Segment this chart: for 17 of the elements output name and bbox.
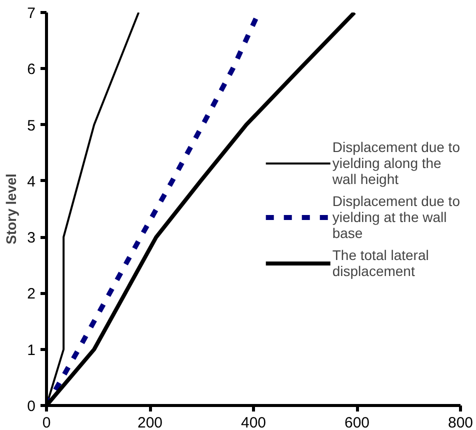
x-tick-label: 200 bbox=[137, 414, 163, 430]
y-tick-label: 6 bbox=[27, 61, 36, 78]
y-tick-label: 0 bbox=[27, 398, 36, 415]
y-tick-label: 4 bbox=[27, 173, 36, 190]
y-tick-label: 3 bbox=[27, 230, 36, 247]
legend-label: The total lateral displacement bbox=[332, 246, 429, 278]
y-tick-label: 1 bbox=[27, 342, 36, 359]
legend-label: Displacement due to yielding along the wall height bbox=[332, 138, 460, 186]
legend-label: Displacement due to yielding at the wall base bbox=[332, 192, 460, 240]
x-tick-label: 800 bbox=[448, 414, 474, 430]
y-axis-title: Story level bbox=[3, 174, 20, 244]
y-tick-label: 2 bbox=[27, 286, 36, 303]
y-tick-label: 7 bbox=[27, 5, 36, 22]
y-tick-label: 5 bbox=[27, 117, 36, 134]
x-tick-label: 400 bbox=[240, 414, 266, 430]
x-tick-label: 0 bbox=[42, 414, 51, 430]
x-tick-label: 600 bbox=[344, 414, 370, 430]
